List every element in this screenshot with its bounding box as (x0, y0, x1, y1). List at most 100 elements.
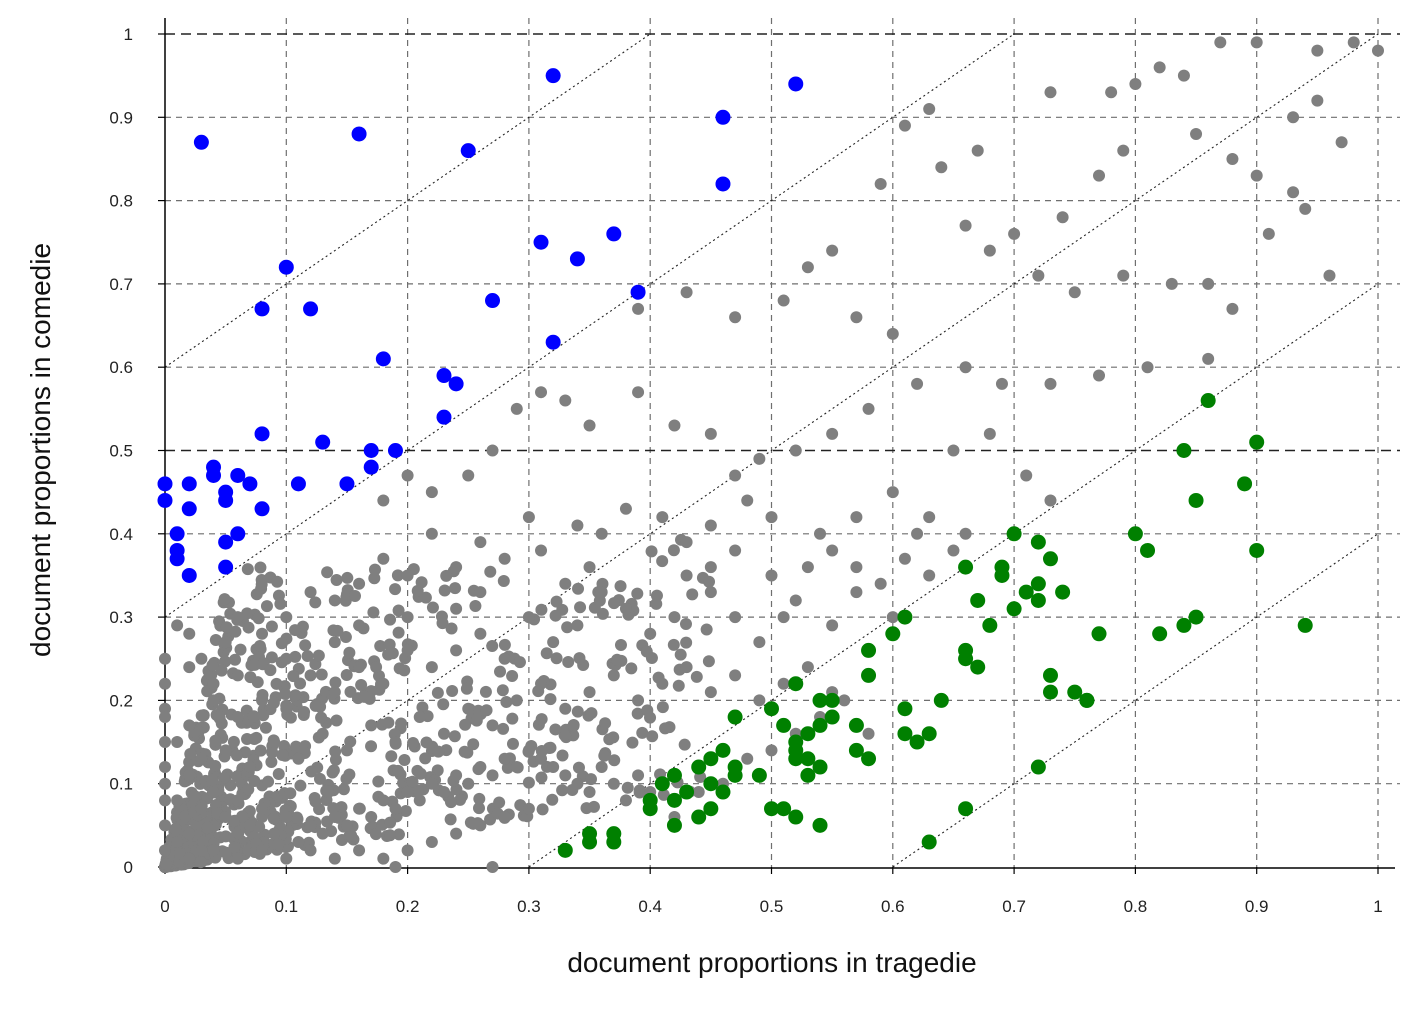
scatter-point (729, 669, 742, 682)
scatter-point (826, 544, 839, 557)
scatter-point (279, 687, 292, 700)
scatter-point (316, 827, 329, 840)
scatter-point (181, 476, 197, 492)
scatter-point (254, 501, 270, 517)
scatter-point (480, 704, 493, 717)
scatter-point (392, 764, 405, 777)
scatter-point (303, 301, 319, 317)
scatter-point (753, 694, 766, 707)
scatter-point (183, 852, 196, 865)
scatter-point (702, 655, 715, 668)
scatter-point (911, 377, 924, 390)
scatter-point (874, 577, 887, 590)
scatter-point (305, 765, 318, 778)
scatter-point (159, 794, 171, 807)
y-tick-label: 0 (124, 858, 133, 877)
scatter-point (959, 527, 972, 540)
scatter-point (401, 611, 414, 624)
scatter-point (353, 661, 366, 674)
scatter-point (788, 76, 804, 92)
scatter-point (493, 796, 506, 809)
scatter-point (432, 745, 445, 758)
scatter-point (272, 838, 285, 851)
scatter-point (886, 327, 899, 340)
scatter-point (234, 643, 247, 656)
scatter-point (923, 569, 936, 582)
scatter-point (289, 650, 302, 663)
scatter-point (157, 492, 173, 508)
scatter-point (971, 144, 984, 157)
scatter-point (398, 664, 411, 677)
scatter-point (1214, 36, 1227, 49)
scatter-point (292, 752, 305, 765)
scatter-point (788, 809, 804, 825)
scatter-point (947, 544, 960, 557)
scatter-point (248, 733, 261, 746)
scatter-point (230, 749, 243, 762)
scatter-point (1299, 202, 1312, 215)
scatter-point (301, 650, 314, 663)
scatter-point (254, 301, 270, 317)
scatter-point (585, 707, 598, 720)
scatter-point (571, 619, 584, 632)
scatter-point (363, 443, 379, 458)
scatter-point (339, 476, 355, 492)
scatter-point (1176, 617, 1192, 633)
scatter-point (219, 655, 232, 668)
scatter-point (254, 426, 270, 442)
scatter-point (243, 761, 256, 774)
scatter-point (583, 419, 596, 432)
scatter-point (886, 611, 899, 624)
tick-labels: 0 0.1 0.2 0.3 0.4 0.5 0.6 0.7 0.8 0.9 1 0 0.1 0.2 0.3 0… (109, 25, 1382, 916)
scatter-point (340, 819, 353, 832)
scatter-point (377, 677, 390, 690)
scatter-point (1311, 44, 1324, 57)
scatter-point (933, 692, 949, 708)
y-tick-label: 0.9 (109, 108, 133, 127)
scatter-point (460, 682, 473, 695)
scatter-point (561, 621, 574, 634)
scatter-point (632, 386, 645, 399)
scatter-point (496, 684, 509, 697)
scatter-point (251, 676, 264, 689)
scatter-point (372, 775, 385, 788)
scatter-point (340, 668, 353, 681)
scatter-point (545, 334, 561, 350)
scatter-point (1091, 626, 1107, 642)
scatter-point (171, 736, 184, 749)
scatter-point (1287, 186, 1300, 199)
scatter-point (654, 776, 670, 792)
scatter-point (415, 576, 428, 589)
scatter-point (242, 621, 255, 634)
scatter-point (704, 561, 717, 574)
scatter-point (497, 575, 510, 588)
scatter-point (1335, 136, 1348, 149)
scatter-point (474, 627, 487, 640)
scatter-point (764, 701, 779, 717)
scatter-point (1030, 592, 1046, 608)
scatter-point (188, 790, 201, 803)
scatter-point (583, 686, 596, 699)
scatter-point (183, 769, 196, 782)
scatter-point (231, 794, 244, 807)
scatter-point (777, 677, 790, 690)
scatter-point (510, 761, 523, 774)
scatter-point (1202, 277, 1215, 290)
scatter-point (195, 802, 208, 815)
scatter-point (1152, 626, 1168, 642)
scatter-point (459, 718, 472, 731)
scatter-point (522, 511, 535, 524)
scatter-point (632, 694, 645, 707)
scatter-point (309, 596, 322, 609)
scatter-point (522, 802, 535, 815)
scatter-point (621, 781, 634, 794)
scatter-point (363, 459, 379, 475)
scatter-point (195, 709, 208, 722)
scatter-point (479, 685, 492, 698)
scatter-point (497, 722, 510, 735)
scatter-point (304, 819, 317, 832)
scatter-point (449, 582, 462, 595)
scatter-point (668, 419, 681, 432)
scatter-point (280, 611, 293, 624)
scatter-point (897, 609, 913, 625)
